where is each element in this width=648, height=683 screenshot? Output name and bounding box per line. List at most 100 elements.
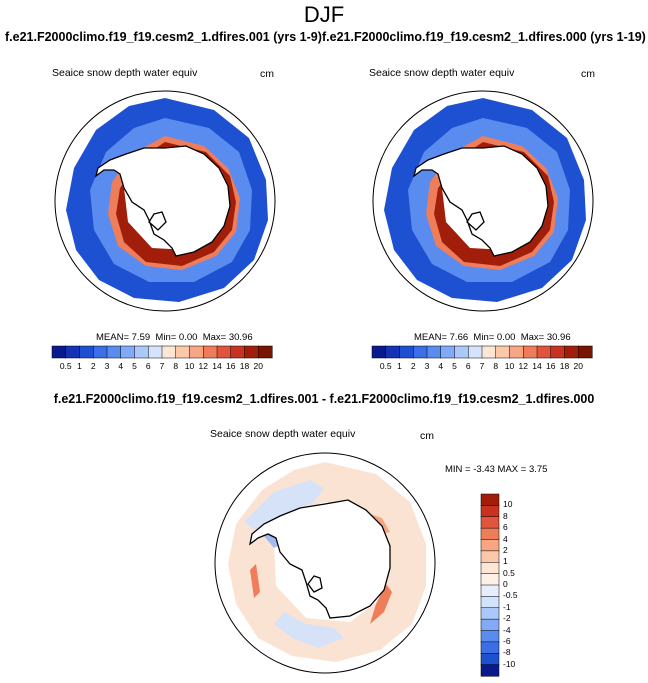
colorbar-tick-label: 12 <box>518 361 528 371</box>
colorbar-tick-label: 4 <box>438 361 444 371</box>
left-stats: MEAN= 7.59 Min= 0.00 Max= 30.96 <box>96 332 253 343</box>
colorbar-tick-label: 7 <box>159 361 165 371</box>
colorbar-swatch <box>480 573 500 586</box>
left-antarctica-coast <box>94 145 231 257</box>
colorbar-swatch <box>481 345 497 359</box>
colorbar-swatch <box>244 345 259 359</box>
colorbar-swatch <box>399 345 414 359</box>
colorbar-swatch <box>79 345 94 359</box>
colorbar-swatch <box>495 345 511 359</box>
colorbar-swatch <box>134 345 149 359</box>
colorbar-swatch <box>523 345 538 359</box>
colorbar-swatch <box>440 345 456 359</box>
left-ice-field <box>66 98 268 302</box>
colorbar-tick-label: 5 <box>452 361 457 371</box>
colorbar-tick-label: 6 <box>465 361 471 371</box>
colorbar-tick-label: 4 <box>118 361 124 371</box>
colorbar-swatch <box>480 641 500 654</box>
colorbar-tick-label: 2 <box>503 544 508 555</box>
colorbar-tick-label: 0.5 <box>59 361 72 371</box>
right-antarctica-coast <box>412 145 549 257</box>
colorbar-tick-label: -6 <box>503 635 511 646</box>
colorbar-tick-label: 20 <box>573 361 583 371</box>
colorbar-tick-label: 12 <box>198 361 208 371</box>
colorbar-swatch <box>480 562 500 575</box>
colorbar-tick-label: -4 <box>503 624 511 635</box>
colorbar-swatch <box>120 345 136 359</box>
right-stats: MEAN= 7.66 Min= 0.00 Max= 30.96 <box>414 332 571 343</box>
diff-colorbar-labels: 10 8 6 4 2 1 0.5 0 -0.5 -1 -2 -4 -6 -8 -10 <box>503 494 543 676</box>
right-polar-map <box>372 90 594 312</box>
colorbar-tick-label: -8 <box>503 647 511 658</box>
colorbar-swatch <box>258 345 273 359</box>
colorbar-swatch <box>480 664 500 677</box>
colorbar-tick-label: 8 <box>503 510 508 521</box>
colorbar-swatch <box>480 630 500 643</box>
colorbar-swatch <box>148 345 163 359</box>
colorbar-tick-label: 8 <box>493 361 499 371</box>
colorbar-tick-label: 0.5 <box>379 361 392 371</box>
colorbar-swatch <box>550 345 566 359</box>
right-units-label: cm <box>581 68 595 80</box>
colorbar-swatch <box>480 527 500 541</box>
colorbar-tick-label: 1 <box>397 361 402 371</box>
colorbar-swatch <box>106 345 122 359</box>
colorbar-swatch <box>203 345 218 359</box>
colorbar-tick-label: 16 <box>546 361 556 371</box>
colorbar-swatch <box>65 345 81 359</box>
diff-field-label: Seaice snow depth water equiv <box>210 428 356 440</box>
diff-polar-map <box>214 452 436 674</box>
colorbar-tick-label: 2 <box>410 361 416 371</box>
colorbar-tick-label: 1 <box>77 361 82 371</box>
colorbar-swatch <box>480 505 500 518</box>
colorbar-swatch <box>509 345 524 359</box>
colorbar-tick-label: -1 <box>503 601 511 612</box>
left-colorbar <box>51 345 273 359</box>
diff-colorbar <box>480 493 500 677</box>
diff-units-label: cm <box>420 430 434 442</box>
right-colorbar <box>371 345 593 359</box>
colorbar-tick-label: 18 <box>239 361 250 371</box>
left-colorbar-labels: 0.5 1 2 3 4 5 6 7 8 10 12 14 16 18 20 <box>52 361 272 373</box>
right-ice-field <box>384 98 586 302</box>
colorbar-tick-label: -0.5 <box>503 590 518 601</box>
colorbar-swatch <box>578 345 593 359</box>
colorbar-tick-label: 10 <box>503 499 513 510</box>
colorbar-tick-label: 3 <box>424 361 430 371</box>
colorbar-swatch <box>413 345 428 359</box>
colorbar-swatch <box>230 345 246 359</box>
colorbar-tick-label: 14 <box>212 361 222 371</box>
colorbar-tick-label: -2 <box>503 613 511 624</box>
right-case-title: f.e21.F2000climo.f19_f19.cesm2_1.dfires.… <box>322 30 646 44</box>
colorbar-tick-label: 6 <box>145 361 151 371</box>
colorbar-swatch <box>480 596 500 609</box>
colorbar-swatch <box>175 345 191 359</box>
colorbar-tick-label: 4 <box>503 533 508 544</box>
colorbar-swatch <box>93 345 108 359</box>
colorbar-tick-label: 8 <box>173 361 179 371</box>
diff-title: f.e21.F2000climo.f19_f19.cesm2_1.dfires.… <box>53 392 595 406</box>
colorbar-swatch <box>189 345 204 359</box>
colorbar-tick-label: -10 <box>503 658 516 669</box>
left-case-title: f.e21.F2000climo.f19_f19.cesm2_1.dfires.… <box>5 30 322 44</box>
colorbar-tick-label: 16 <box>226 361 236 371</box>
colorbar-tick-label: 10 <box>184 361 195 371</box>
diff-antarctica-coast <box>249 499 391 619</box>
colorbar-swatch <box>564 345 579 359</box>
colorbar-swatch <box>480 550 500 563</box>
colorbar-swatch <box>480 493 500 506</box>
colorbar-tick-label: 2 <box>90 361 96 371</box>
colorbar-swatch <box>468 345 483 359</box>
figure-title: DJF <box>303 2 345 27</box>
colorbar-swatch <box>385 345 401 359</box>
colorbar-tick-label: 10 <box>504 361 515 371</box>
diff-stats: MIN = -3.43 MAX = 3.75 <box>445 464 548 475</box>
colorbar-tick-label: 14 <box>532 361 542 371</box>
colorbar-swatch <box>480 653 500 666</box>
colorbar-swatch <box>161 345 177 359</box>
colorbar-swatch <box>426 345 442 359</box>
colorbar-tick-label: 3 <box>104 361 110 371</box>
left-units-label: cm <box>260 68 274 80</box>
colorbar-tick-label: 20 <box>253 361 263 371</box>
colorbar-tick-label: 0 <box>503 579 508 589</box>
